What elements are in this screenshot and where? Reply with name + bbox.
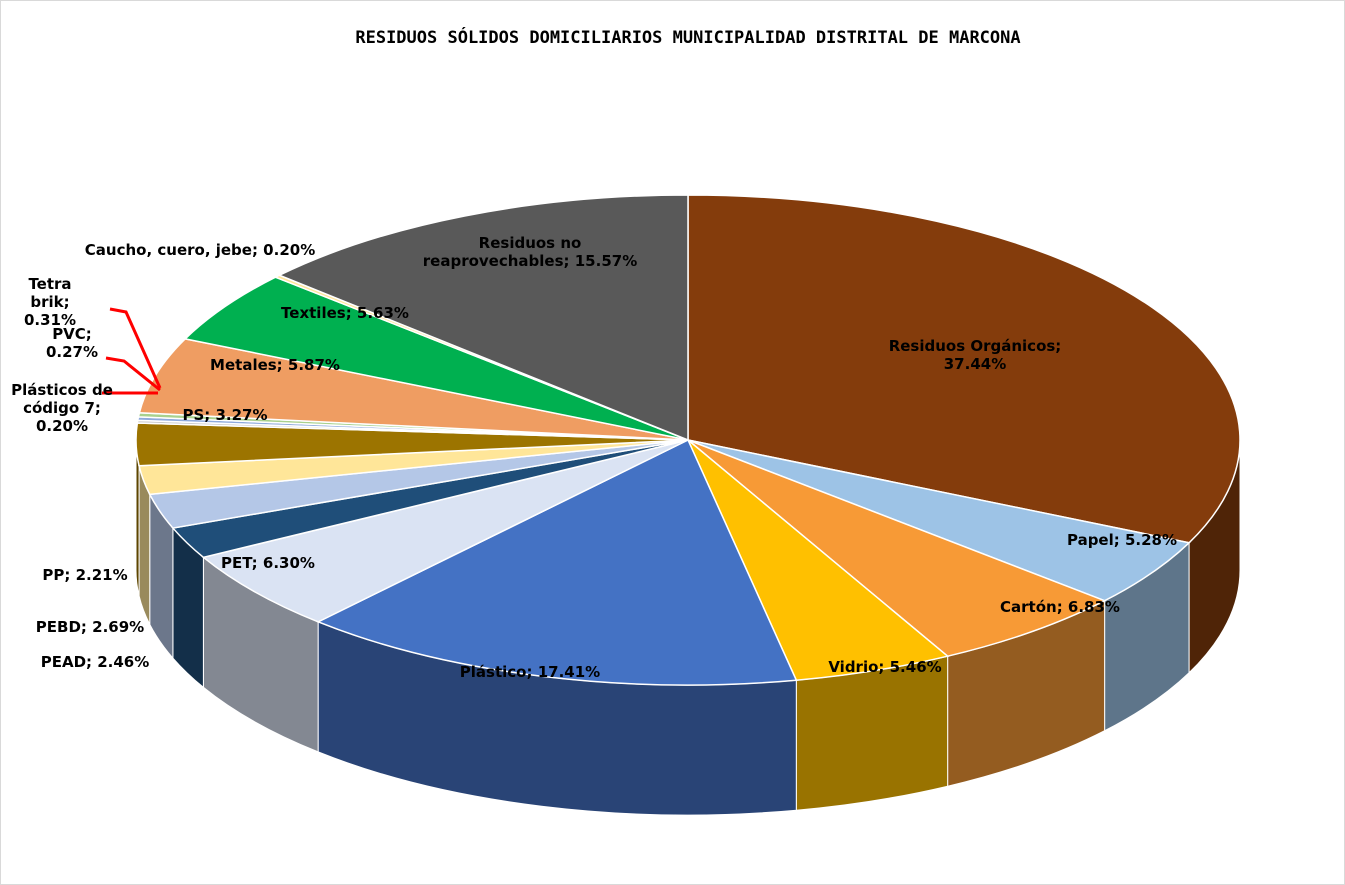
data-label: PVC; 0.27% <box>46 325 98 361</box>
data-label: Textiles; 5.63% <box>281 304 409 322</box>
data-label: Residuos Orgánicos; 37.44% <box>889 337 1062 373</box>
pie-sides <box>135 439 1241 816</box>
leader-line <box>105 356 161 392</box>
data-label: Papel; 5.28% <box>1067 531 1177 549</box>
data-label: PP; 2.21% <box>42 566 127 584</box>
data-label: Metales; 5.87% <box>210 356 340 374</box>
leader-line <box>109 307 162 389</box>
slice <box>277 194 689 442</box>
data-label: Residuos no reaprovechables; 15.57% <box>423 234 637 270</box>
chart-title: RESIDUOS SÓLIDOS DOMICILIARIOS MUNICIPAL… <box>355 26 1020 48</box>
data-label: Vidrio; 5.46% <box>828 658 941 676</box>
data-label: Cartón; 6.83% <box>1000 598 1120 616</box>
data-label: PET; 6.30% <box>221 554 315 572</box>
data-label: Plásticos de código 7; 0.20% <box>11 381 113 435</box>
pie-tops <box>135 194 1241 686</box>
slice <box>687 194 1241 544</box>
slice <box>687 439 1107 658</box>
slice <box>201 439 689 623</box>
slice <box>316 438 798 686</box>
leader-lines <box>102 307 162 395</box>
slice <box>687 439 950 682</box>
data-label: Caucho, cuero, jebe; 0.20% <box>85 241 315 259</box>
data-label: PEBD; 2.69% <box>36 618 144 636</box>
data-label: Plástico; 17.41% <box>460 663 600 681</box>
data-labels: Residuos Orgánicos; 37.44% Papel; 5.28% Car… <box>11 234 1177 681</box>
slice-side <box>795 655 949 811</box>
data-label: PS; 3.27% <box>182 406 267 424</box>
slice <box>138 338 689 441</box>
data-label: Tetra brik; 0.31% <box>24 275 76 329</box>
slice <box>183 276 689 441</box>
data-label: PEAD; 2.46% <box>41 653 150 671</box>
